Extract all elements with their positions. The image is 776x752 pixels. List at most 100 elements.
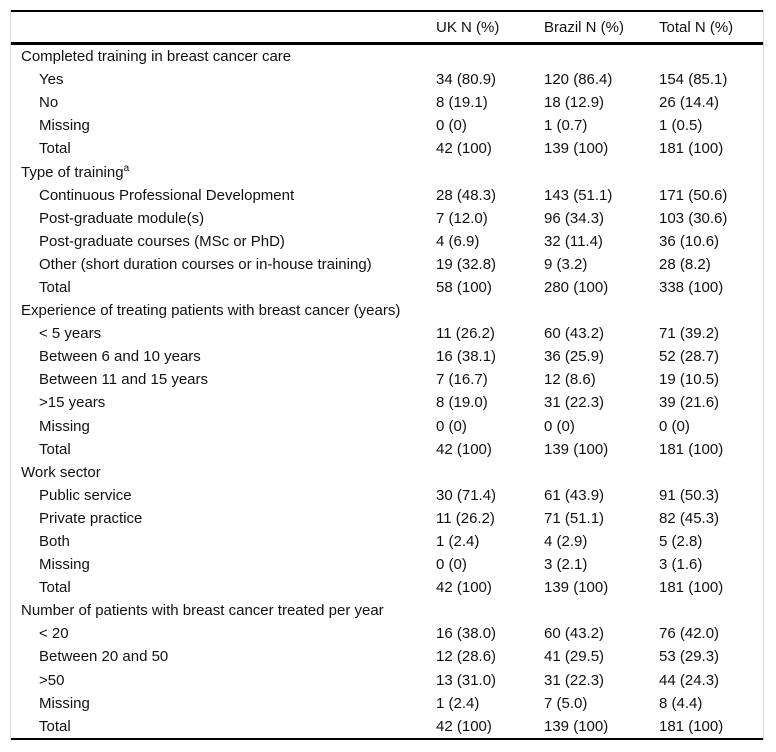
cell-total: 26 (14.4)	[659, 94, 720, 112]
cell-total: 0 (0)	[659, 417, 690, 435]
table-body: Completed training in breast cancer care…	[11, 44, 763, 739]
cell-total: 181 (100)	[659, 140, 724, 158]
cell-total: 181 (100)	[659, 717, 724, 735]
section-title: Completed training in breast cancer care	[11, 44, 763, 69]
table-row: Total 42 (100) 139 (100) 181 (100)	[11, 137, 763, 160]
demographics-table-frame: UK N (%) Brazil N (%) Total N (%) Comple…	[10, 10, 764, 740]
cell-uk: 4 (6.9)	[436, 232, 480, 250]
cell-brazil: 36 (25.9)	[544, 348, 605, 366]
cell-uk: 30 (71.4)	[436, 486, 497, 504]
cell-uk: 42 (100)	[436, 579, 492, 597]
table-row: Both 1 (2.4) 4 (2.9) 5 (2.8)	[11, 530, 763, 553]
row-label: >50	[39, 671, 65, 689]
row-label: Both	[39, 533, 70, 551]
section-header-row: Type of traininga	[11, 160, 763, 183]
section-title-text: Type of training	[21, 163, 124, 181]
section-title: Experience of treating patients with bre…	[11, 299, 763, 322]
section-header-row: Experience of treating patients with bre…	[11, 299, 763, 322]
cell-total: 71 (39.2)	[659, 325, 720, 343]
table-row: Missing 0 (0) 3 (2.1) 3 (1.6)	[11, 553, 763, 576]
cell-uk: 7 (16.7)	[436, 371, 488, 389]
cell-uk: 58 (100)	[436, 278, 492, 296]
cell-brazil: 96 (34.3)	[544, 209, 605, 227]
table-row: Continuous Professional Development 28 (4…	[11, 184, 763, 207]
cell-uk: 0 (0)	[436, 556, 467, 574]
cell-brazil: 280 (100)	[544, 278, 609, 296]
cell-brazil: 4 (2.9)	[544, 533, 588, 551]
section-title-text: Number of patients with breast cancer tr…	[21, 602, 384, 620]
table-row: Total 58 (100) 280 (100) 338 (100)	[11, 276, 763, 299]
cell-uk: 16 (38.1)	[436, 348, 497, 366]
cell-uk: 8 (19.1)	[436, 94, 488, 112]
cell-total: 36 (10.6)	[659, 232, 720, 250]
row-label: Missing	[39, 694, 90, 712]
section-header-row: Number of patients with breast cancer tr…	[11, 599, 763, 622]
cell-total: 181 (100)	[659, 440, 724, 458]
cell-brazil: 1 (0.7)	[544, 117, 588, 135]
row-label: No	[39, 94, 59, 112]
row-label: Post-graduate courses (MSc or PhD)	[39, 232, 285, 250]
table-row: Public service 30 (71.4) 61 (43.9) 91 (50.3…	[11, 484, 763, 507]
row-label: Yes	[39, 71, 64, 89]
cell-brazil: 139 (100)	[544, 579, 609, 597]
row-label: Between 20 and 50	[39, 648, 169, 666]
cell-uk: 42 (100)	[436, 440, 492, 458]
cell-total: 52 (28.7)	[659, 348, 720, 366]
cell-brazil: 139 (100)	[544, 440, 609, 458]
section-header-row: Completed training in breast cancer care	[11, 44, 763, 69]
header-row: UK N (%) Brazil N (%) Total N (%)	[11, 11, 763, 44]
row-label: Between 6 and 10 years	[39, 348, 201, 366]
cell-total: 8 (4.4)	[659, 694, 703, 712]
row-label: Between 11 and 15 years	[39, 371, 209, 389]
section-title: Number of patients with breast cancer tr…	[11, 599, 763, 622]
cell-brazil: 18 (12.9)	[544, 94, 605, 112]
cell-uk: 11 (26.2)	[436, 325, 495, 343]
cell-total: 76 (42.0)	[659, 625, 720, 643]
header-label-column	[11, 11, 436, 44]
header-brazil-column: Brazil N (%)	[544, 18, 625, 36]
header-uk-column: UK N (%)	[436, 18, 500, 36]
cell-brazil: 60 (43.2)	[544, 625, 605, 643]
cell-brazil: 31 (22.3)	[544, 394, 605, 412]
table-row: Post-graduate courses (MSc or PhD) 4 (6.9…	[11, 230, 763, 253]
cell-brazil: 0 (0)	[544, 417, 575, 435]
table-row: No 8 (19.1) 18 (12.9) 26 (14.4)	[11, 91, 763, 114]
table-row: Between 11 and 15 years 7 (16.7) 12 (8.6) 1…	[11, 368, 763, 391]
cell-brazil: 120 (86.4)	[544, 71, 613, 89]
cell-brazil: 3 (2.1)	[544, 556, 588, 574]
row-label: Post-graduate module(s)	[39, 209, 205, 227]
row-label: Total	[39, 440, 71, 458]
row-label: Total	[39, 717, 71, 735]
cell-total: 171 (50.6)	[659, 186, 728, 204]
table-row: Missing 0 (0) 0 (0) 0 (0)	[11, 415, 763, 438]
cell-uk: 8 (19.0)	[436, 394, 488, 412]
cell-brazil: 71 (51.1)	[544, 509, 605, 527]
row-label: Total	[39, 278, 71, 296]
section-header-row: Work sector	[11, 461, 763, 484]
cell-brazil: 60 (43.2)	[544, 325, 605, 343]
cell-uk: 7 (12.0)	[436, 209, 488, 227]
section-title-text: Experience of treating patients with bre…	[21, 302, 401, 320]
cell-uk: 28 (48.3)	[436, 186, 497, 204]
cell-uk: 16 (38.0)	[436, 625, 497, 643]
row-label: Missing	[39, 417, 90, 435]
table-row: Missing 0 (0) 1 (0.7) 1 (0.5)	[11, 114, 763, 137]
table-row: Between 20 and 50 12 (28.6) 41 (29.5) 53 (2…	[11, 645, 763, 668]
table-row: Post-graduate module(s) 7 (12.0) 96 (34.3)…	[11, 207, 763, 230]
table-row: Private practice 11 (26.2) 71 (51.1) 82 (45…	[11, 507, 763, 530]
cell-brazil: 61 (43.9)	[544, 486, 605, 504]
cell-uk: 42 (100)	[436, 140, 492, 158]
cell-total: 338 (100)	[659, 278, 724, 296]
section-title-text: Work sector	[21, 463, 101, 481]
cell-brazil: 139 (100)	[544, 717, 609, 735]
cell-brazil: 7 (5.0)	[544, 694, 588, 712]
cell-uk: 42 (100)	[436, 717, 492, 735]
demographics-table: UK N (%) Brazil N (%) Total N (%) Comple…	[11, 10, 763, 740]
row-label: < 20	[39, 625, 69, 643]
cell-uk: 34 (80.9)	[436, 71, 497, 89]
cell-uk: 13 (31.0)	[436, 671, 497, 689]
cell-total: 154 (85.1)	[659, 71, 728, 89]
row-label: Total	[39, 579, 71, 597]
row-label: Private practice	[39, 509, 143, 527]
